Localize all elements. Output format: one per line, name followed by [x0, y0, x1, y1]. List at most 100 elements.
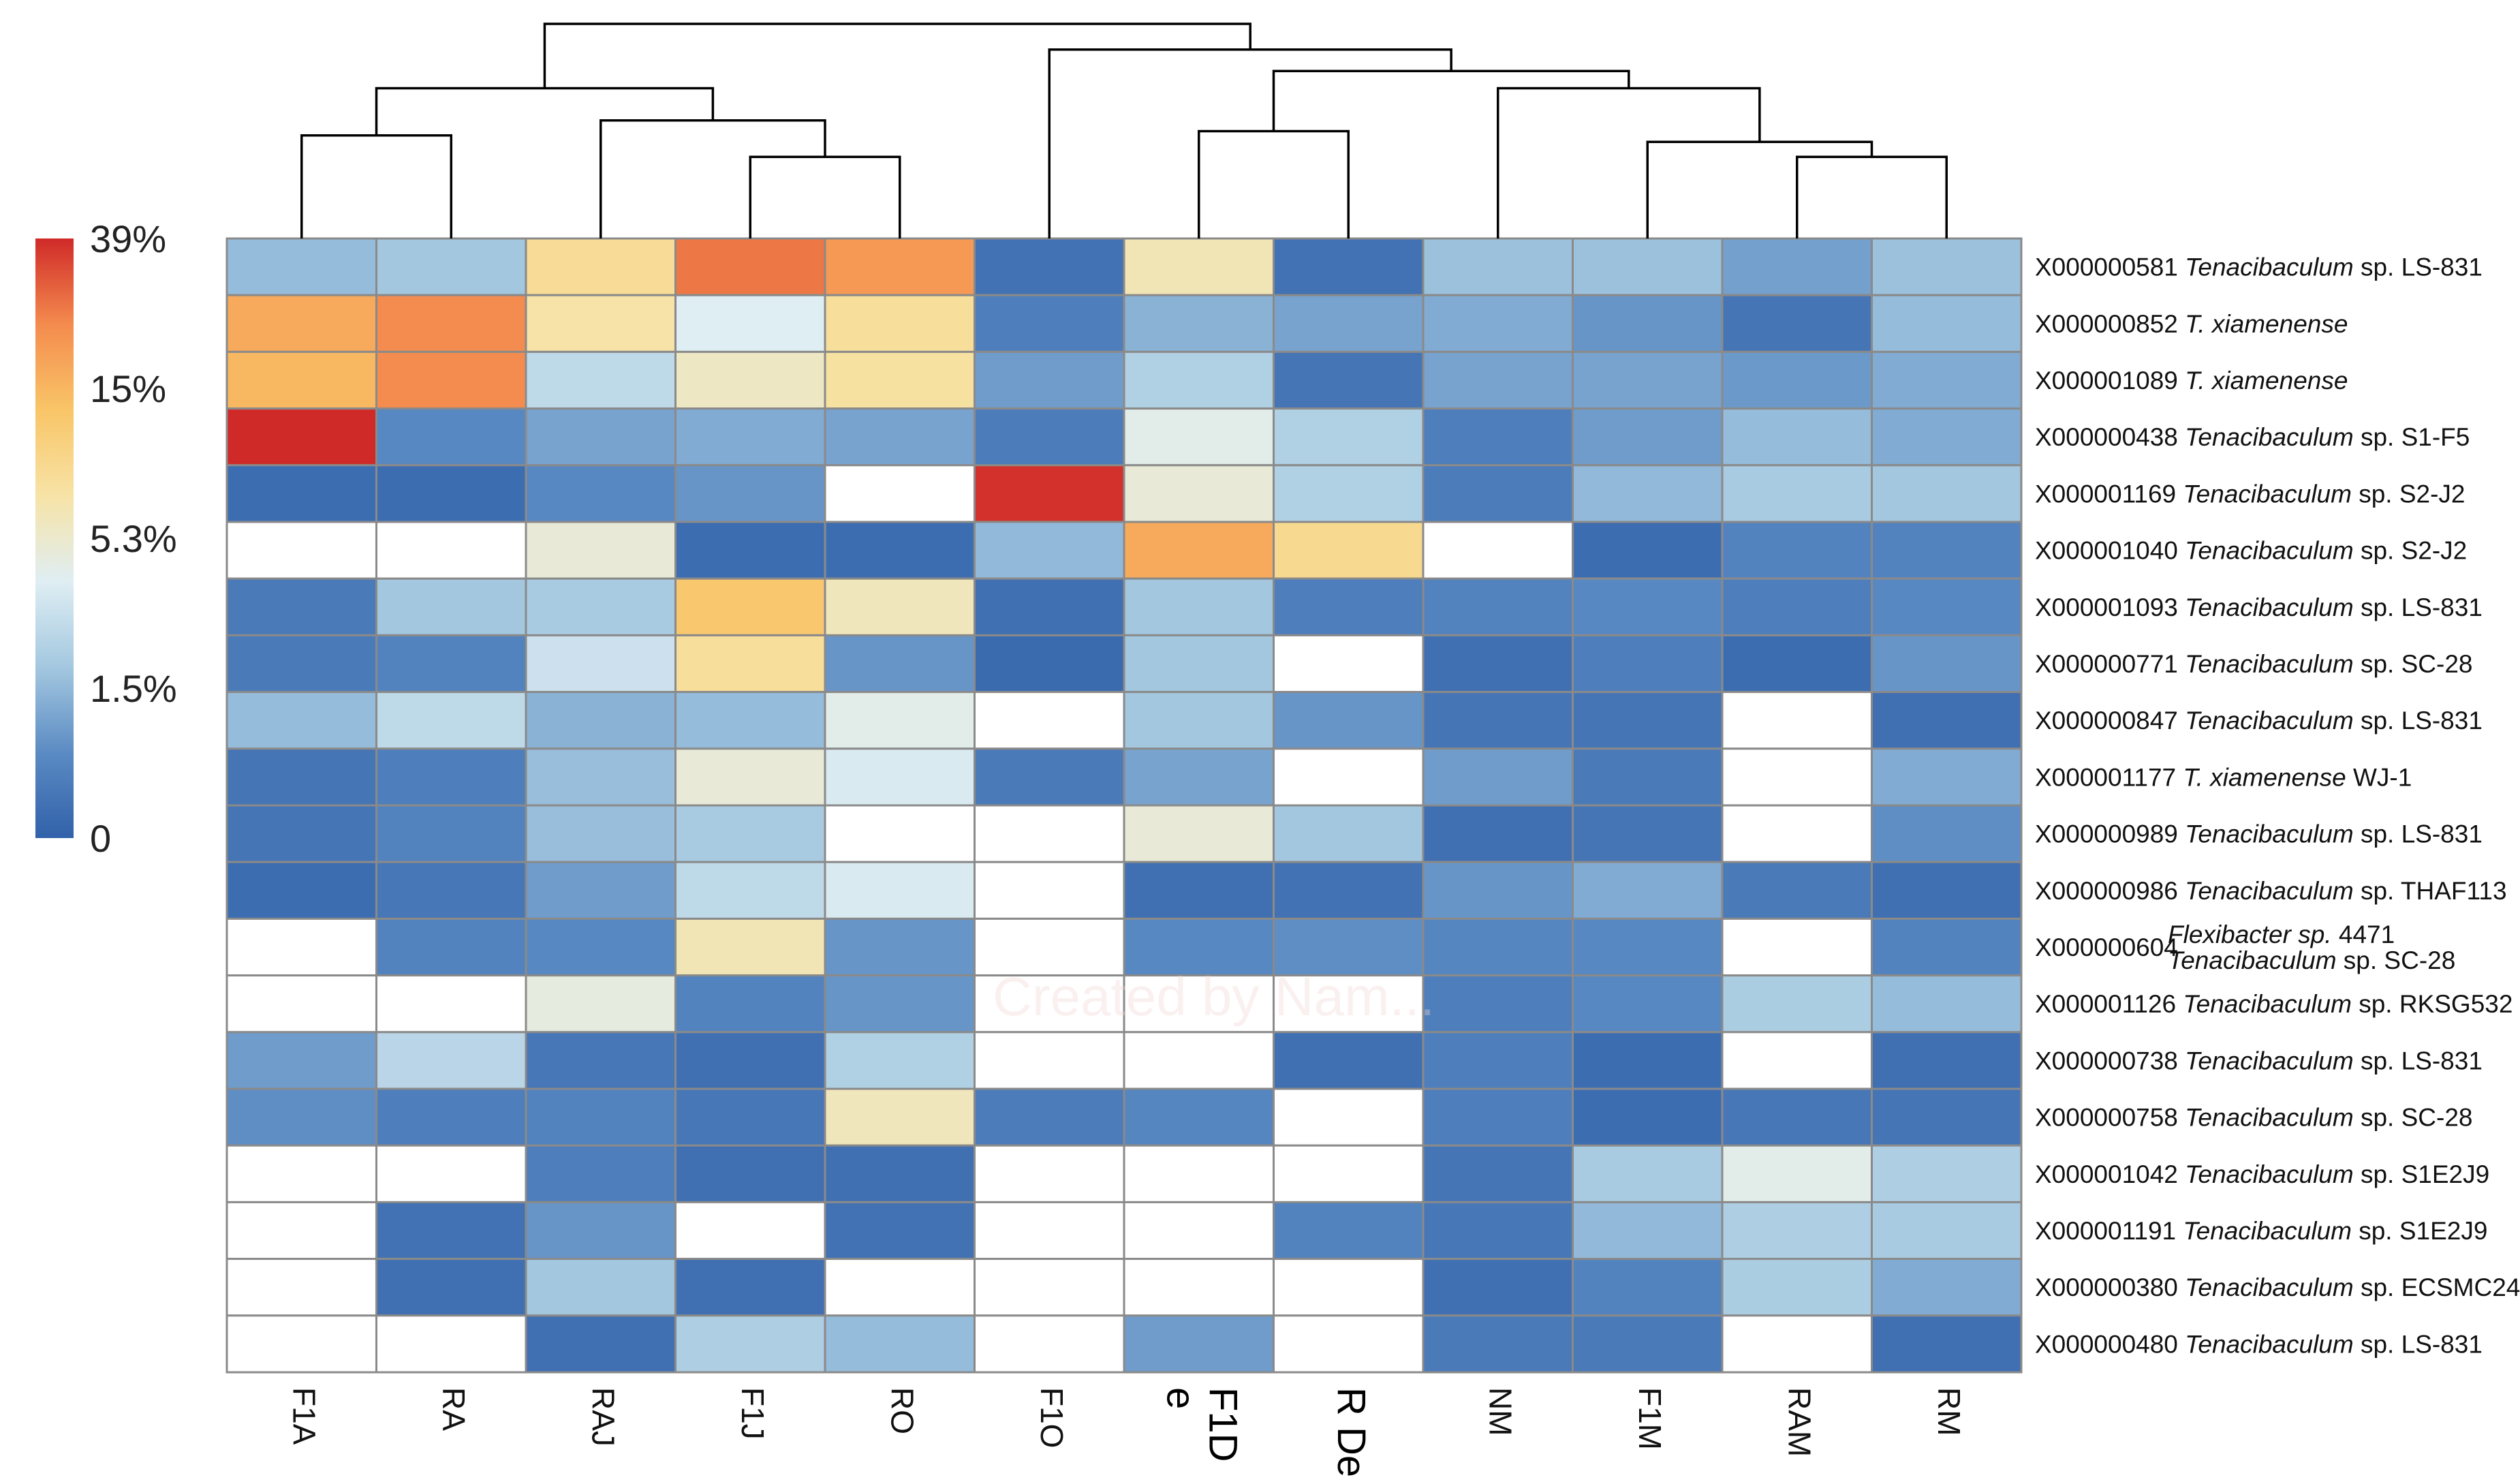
heatmap-cell	[824, 804, 976, 863]
heatmap-cell	[1721, 634, 1873, 694]
heatmap-cell	[1422, 350, 1574, 410]
heatmap-cell	[525, 691, 676, 750]
heatmap-cell	[1721, 1201, 1873, 1261]
heatmap-cell	[974, 861, 1125, 920]
heatmap-cell	[974, 1087, 1125, 1147]
heatmap-cell	[974, 917, 1125, 977]
heatmap-cell	[974, 1201, 1125, 1261]
column-dendrogram	[300, 22, 1948, 238]
row-label: X000001042 Tenacibaculum sp. S1E2J9	[2035, 1160, 2489, 1188]
heatmap-cell	[824, 1031, 976, 1090]
heatmap-cell	[674, 974, 826, 1034]
heatmap-cell	[525, 464, 676, 523]
heatmap-cell	[1273, 634, 1425, 694]
heatmap-cell	[1273, 237, 1425, 296]
heatmap-cell	[1871, 1144, 2023, 1203]
heatmap-cell	[1273, 407, 1425, 467]
heatmap-cell	[1273, 1144, 1425, 1203]
heatmap-cell	[1422, 237, 1574, 296]
heatmap-cell	[525, 407, 676, 467]
heatmap-cell	[225, 464, 377, 523]
heatmap-cell	[1871, 804, 2023, 863]
heatmap-cell	[1721, 861, 1873, 920]
row-label: X000001169 Tenacibaculum sp. S2-J2	[2035, 480, 2465, 508]
column-label: RO	[885, 1387, 920, 1434]
heatmap-cell	[1123, 691, 1275, 750]
heatmap-cell	[1572, 747, 1724, 807]
heatmap-cell	[1422, 521, 1574, 580]
heatmap-cell	[225, 804, 377, 863]
row-label: X000000771 Tenacibaculum sp. SC-28	[2035, 650, 2472, 678]
heatmap-cell	[1721, 350, 1873, 410]
heatmap-cell	[674, 407, 826, 467]
dendrogram-link	[749, 155, 901, 238]
heatmap-cell	[1572, 861, 1724, 920]
heatmap-cell	[674, 1087, 826, 1147]
heatmap-cell	[674, 237, 826, 296]
heatmap-cell	[525, 804, 676, 863]
heatmap-cell	[1123, 464, 1275, 523]
heatmap-cell	[674, 634, 826, 694]
heatmap-cell	[1871, 577, 2023, 636]
heatmap-cell	[1273, 1201, 1425, 1261]
heatmap-cell	[1572, 634, 1724, 694]
heatmap-cell	[1871, 1031, 2023, 1090]
heatmap-cell	[225, 974, 377, 1034]
heatmap-cell	[525, 521, 676, 580]
heatmap-cell	[824, 634, 976, 694]
legend-tick-label: 5.3%	[90, 517, 177, 560]
heatmap-cell	[1123, 804, 1275, 863]
heatmap-cell	[1871, 974, 2023, 1034]
heatmap-cell	[375, 521, 527, 580]
heatmap-cell	[1273, 1258, 1425, 1317]
heatmap-cell	[1422, 1201, 1574, 1261]
heatmap-cell	[1422, 634, 1574, 694]
heatmap-cell	[1422, 917, 1574, 977]
dendrogram-link	[1272, 69, 1630, 132]
heatmap-cell	[824, 1201, 976, 1261]
heatmap-cell	[225, 407, 377, 467]
heatmap-cell	[525, 974, 676, 1034]
heatmap-cell	[1273, 294, 1425, 353]
heatmap-cell	[674, 464, 826, 523]
heatmap-cell	[225, 917, 377, 977]
heatmap-cell	[1871, 917, 2023, 977]
heatmap-cell	[375, 634, 527, 694]
heatmap-cell	[1871, 294, 2023, 353]
heatmap-cell	[674, 747, 826, 807]
heatmap-cell	[674, 1258, 826, 1317]
heatmap-cell	[824, 237, 976, 296]
heatmap-cell	[525, 237, 676, 296]
heatmap-cell	[1871, 1258, 2023, 1317]
heatmap-cell	[375, 1314, 527, 1374]
heatmap-cell	[824, 521, 976, 580]
heatmap-cell	[674, 521, 826, 580]
row-label: X000001177 T. xiamenense WJ-1	[2035, 763, 2412, 791]
heatmap-cell	[974, 521, 1125, 580]
heatmap-cell	[1572, 1144, 1724, 1203]
heatmap-cell	[1123, 407, 1275, 467]
heatmap-cell	[1123, 1031, 1275, 1090]
heatmap-cell	[674, 350, 826, 410]
heatmap-cell	[1123, 1201, 1275, 1261]
heatmap-cell	[225, 861, 377, 920]
row-label: X000000604	[2035, 933, 2178, 961]
heatmap-cell	[1572, 350, 1724, 410]
heatmap-cell	[1422, 861, 1574, 920]
heatmap-cell	[1871, 1201, 2023, 1261]
heatmap-cell	[375, 1031, 527, 1090]
heatmap-cell	[674, 861, 826, 920]
heatmap-cell	[225, 1314, 377, 1374]
column-label: F1M	[1632, 1387, 1668, 1450]
heatmap-cell	[1422, 974, 1574, 1034]
heatmap-cell	[674, 1144, 826, 1203]
column-label: RAM	[1782, 1387, 1818, 1457]
heatmap-cell	[1273, 1087, 1425, 1147]
heatmap-cell	[1721, 407, 1873, 467]
heatmap-cell	[525, 577, 676, 636]
heatmap-cell	[1422, 1258, 1574, 1317]
heatmap-cell	[674, 577, 826, 636]
column-label: F1D	[1200, 1387, 1245, 1462]
